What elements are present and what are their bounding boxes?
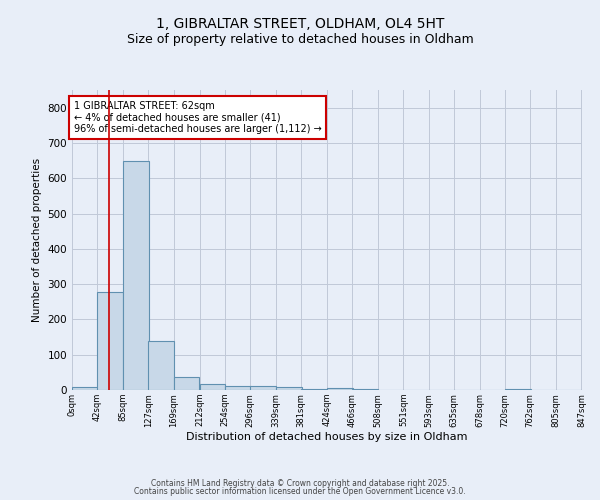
Text: Contains public sector information licensed under the Open Government Licence v3: Contains public sector information licen… <box>134 487 466 496</box>
Y-axis label: Number of detached properties: Number of detached properties <box>32 158 42 322</box>
Bar <box>123 160 149 390</box>
Text: Contains HM Land Registry data © Crown copyright and database right 2025.: Contains HM Land Registry data © Crown c… <box>151 478 449 488</box>
Text: 1 GIBRALTAR STREET: 62sqm
← 4% of detached houses are smaller (41)
96% of semi-d: 1 GIBRALTAR STREET: 62sqm ← 4% of detach… <box>74 100 322 134</box>
Bar <box>173 376 199 390</box>
Text: 1, GIBRALTAR STREET, OLDHAM, OL4 5HT: 1, GIBRALTAR STREET, OLDHAM, OL4 5HT <box>156 18 444 32</box>
Bar <box>327 388 353 390</box>
Bar <box>352 389 378 390</box>
X-axis label: Distribution of detached houses by size in Oldham: Distribution of detached houses by size … <box>186 432 468 442</box>
Bar <box>301 388 327 390</box>
Bar <box>148 340 174 390</box>
Text: Size of property relative to detached houses in Oldham: Size of property relative to detached ho… <box>127 32 473 46</box>
Bar <box>505 388 531 390</box>
Bar <box>72 387 98 390</box>
Bar <box>225 386 251 390</box>
Bar <box>250 386 276 390</box>
Bar <box>97 292 123 390</box>
Bar <box>199 384 226 390</box>
Bar <box>276 387 302 390</box>
